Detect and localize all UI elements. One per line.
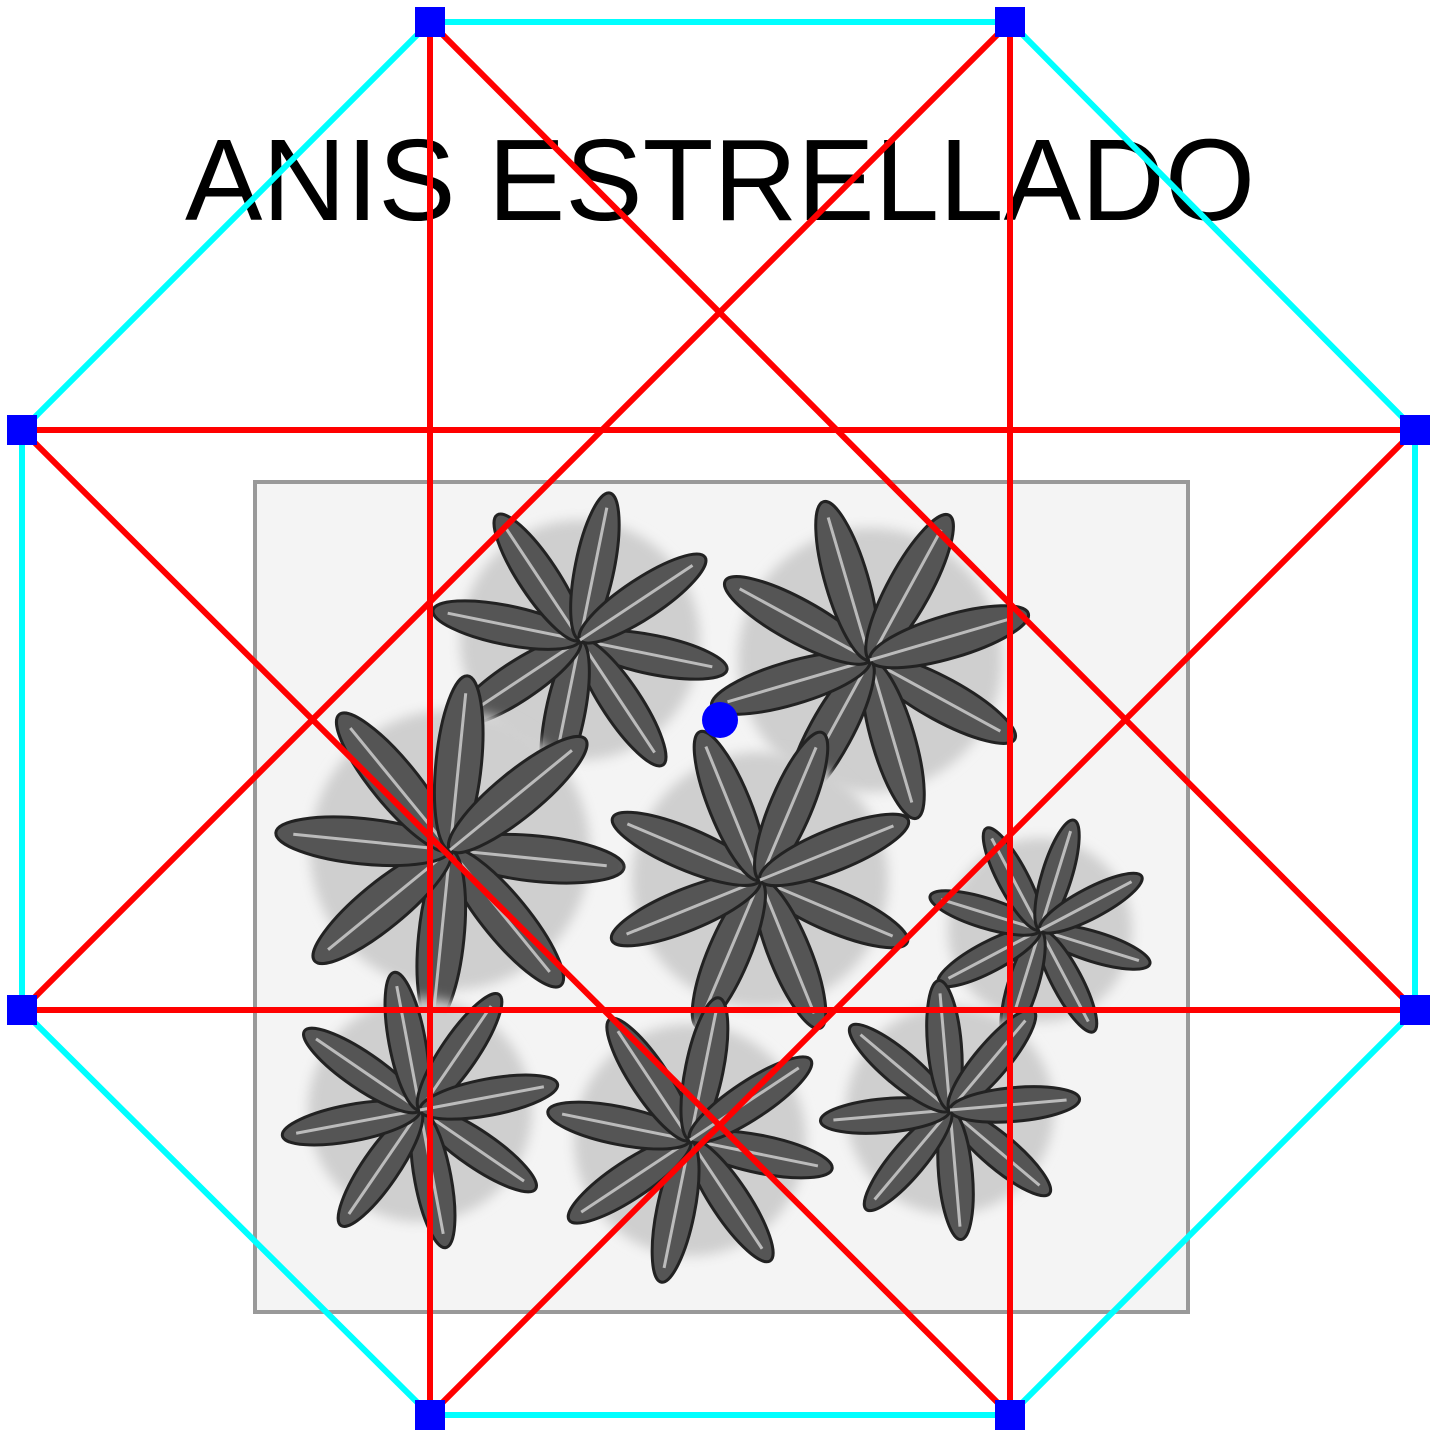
- petal-highlight: [561, 1112, 691, 1142]
- diagonal-line: [427, 19, 1418, 1013]
- petal-highlight: [579, 638, 713, 669]
- petal-highlight: [869, 616, 1013, 662]
- petal-highlight: [758, 879, 816, 1015]
- petal-highlight: [868, 659, 914, 803]
- petal-highlight: [704, 745, 762, 881]
- petal-highlight: [1038, 929, 1090, 1023]
- star-anise: [818, 978, 1082, 1242]
- petal-highlight: [947, 928, 1041, 980]
- petal-highlight: [759, 824, 895, 882]
- petal-highlight: [295, 1108, 421, 1135]
- petal-highlight: [419, 1108, 525, 1183]
- star-anise: [280, 970, 560, 1250]
- petal-highlight: [578, 507, 609, 641]
- petal-highlight: [447, 611, 581, 642]
- vertex: [7, 995, 37, 1025]
- star-anise: [928, 818, 1152, 1042]
- petal-highlight: [293, 832, 451, 852]
- petal-highlight: [578, 639, 656, 754]
- petal-highlight: [940, 897, 1041, 932]
- star-anise: [709, 499, 1031, 821]
- petal-highlight: [759, 878, 894, 938]
- red-lines: [19, 19, 1418, 1418]
- diagonal-line: [427, 427, 1418, 1418]
- vertex: [7, 415, 37, 445]
- petal-highlight: [349, 727, 452, 851]
- petal-highlight: [727, 658, 871, 704]
- petal-highlight: [419, 1085, 545, 1112]
- petal-highlight: [869, 658, 1002, 733]
- petal-highlight: [833, 1108, 951, 1122]
- petal-highlight: [449, 848, 607, 868]
- petal-highlight: [688, 1139, 764, 1250]
- petal-highlight: [738, 587, 871, 662]
- petal-highlight: [616, 1030, 692, 1141]
- petal-highlight: [315, 1037, 421, 1112]
- petal-highlight: [626, 822, 761, 882]
- petal-highlight: [579, 564, 694, 642]
- diagonal-line: [19, 19, 1013, 1013]
- petal-highlight: [702, 879, 762, 1014]
- vertex: [995, 7, 1025, 37]
- petal-highlight: [347, 1109, 422, 1215]
- petal-highlight: [990, 837, 1042, 931]
- photo: [253, 480, 1190, 1314]
- petal-highlight: [949, 1108, 1041, 1187]
- petal-highlight: [859, 1033, 951, 1112]
- petal-highlight: [504, 526, 582, 641]
- vertex: [995, 1400, 1025, 1430]
- diagonal-line: [19, 427, 1013, 1418]
- vertex: [415, 1400, 445, 1430]
- petal-highlight: [948, 1109, 962, 1227]
- petal-highlight: [689, 1138, 819, 1168]
- star-anise: [609, 729, 911, 1031]
- petal-highlight: [826, 517, 872, 661]
- petal-highlight: [395, 985, 422, 1111]
- petal-highlight: [758, 746, 818, 881]
- petal-highlight: [466, 638, 581, 716]
- center-point: [702, 702, 738, 738]
- petal-highlight: [1039, 880, 1133, 932]
- vertices: [7, 7, 1430, 1430]
- petal-highlight: [432, 849, 452, 1007]
- petal-highlight: [625, 878, 761, 936]
- star-anise-group: [274, 491, 1152, 1284]
- petal-highlight: [873, 1109, 952, 1201]
- title: ANIS ESTRELLADO: [185, 115, 1255, 245]
- petal-highlight: [449, 749, 573, 852]
- petal-highlight: [868, 528, 943, 661]
- vertex: [1400, 415, 1430, 445]
- petal-highlight: [1038, 830, 1073, 931]
- vertex: [415, 7, 445, 37]
- petal-highlight: [1039, 928, 1140, 963]
- petal-highlight: [448, 693, 468, 851]
- vertex: [1400, 995, 1430, 1025]
- petal-highlight: [688, 1011, 718, 1141]
- petal-highlight: [580, 1138, 691, 1214]
